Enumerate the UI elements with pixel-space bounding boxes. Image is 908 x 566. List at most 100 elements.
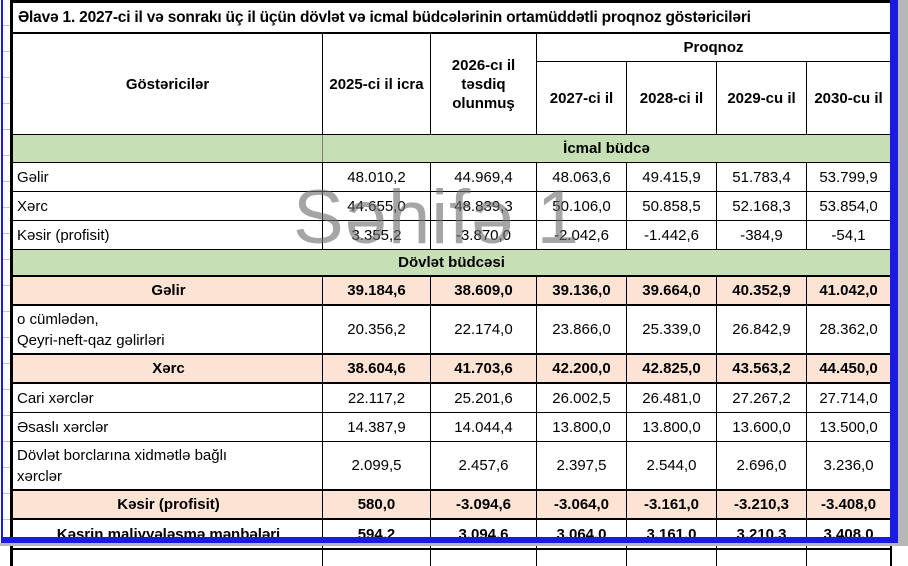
value-cell: -1.442,6 [626,220,717,250]
value-cell: 42.825,0 [626,353,717,384]
value-cell: 26.002,5 [536,382,627,413]
empty-cell [626,548,717,566]
value-cell: 2.696,0 [716,441,807,491]
row-label-line: Cari xərclər [17,389,94,407]
value-cell: 39.136,0 [536,275,627,306]
col-header-2029: 2029-cu il [716,61,807,135]
value-cell: 20.356,2 [322,304,431,355]
value-cell: 44.655,0 [322,191,431,221]
col-header-2027: 2027-ci il [536,61,627,135]
title-row: Əlavə 1. 2027-ci il və sonrakı üç il üçü… [11,2,892,34]
section-spacer [12,134,323,163]
value-cell: 27.267,2 [716,382,807,413]
row-label: Cari xərclər [12,382,323,413]
value-cell: 38.604,6 [322,353,431,384]
row-label-line: Gəlir [151,282,186,299]
value-cell: 44.969,4 [430,162,537,192]
empty-cell [12,548,323,566]
value-cell: 27.714,0 [805,382,892,413]
value-cell: 51.783,4 [716,162,807,192]
header-row-years: 2027-ci il 2028-ci il 2029-cu il 2030-cu… [13,61,892,135]
pagebreak-line-right [890,0,898,543]
row-label-line: o cümlədən, [17,310,99,328]
value-cell: 28.362,0 [805,304,892,355]
value-cell: -54,1 [805,220,892,250]
value-cell: 43.563,2 [716,353,807,384]
table-row: Gəlir 39.184,6 38.609,0 39.136,0 39.664,0 40.… [12,275,892,306]
value-cell: 25.339,0 [626,304,717,355]
value-cell: -2.042,6 [536,220,627,250]
value-cell: -3.870,0 [430,220,537,250]
empty-cell [430,548,537,566]
row-label: Xərc [12,353,323,384]
left-margin-gridlines [3,0,10,537]
value-cell: -3.064,0 [536,489,627,520]
value-cell: 42.200,0 [536,353,627,384]
value-cell: 23.866,0 [536,304,627,355]
pagebreak-line-left [1,0,3,543]
section-header: İcmal büdcə [321,134,892,163]
value-cell: 41.042,0 [805,275,892,306]
value-cell: 580,0 [322,489,431,520]
row-label: o cümlədən, Qeyri-neft-qaz gəlirləri [12,304,323,355]
empty-cell [322,548,431,566]
value-cell: 2.457,6 [430,441,537,491]
table-row: Kəsir (profisit) 3.355,2 -3.870,0 -2.042,6-… [12,220,892,250]
value-cell: 48.839,3 [430,191,537,221]
row-label: Kəsir (profisit) [12,489,323,520]
section-header: Dövlət büdcəsi [11,249,892,277]
value-cell: -3.161,0 [626,489,717,520]
row-label: Əsaslı xərclər [12,412,323,442]
table-row: Xərc 44.655,0 48.839,3 50.106,0 50.858,5 52.1… [12,191,892,221]
value-cell: 48.063,6 [536,162,627,192]
value-cell: 49.415,9 [626,162,717,192]
value-cell: 25.201,6 [430,382,537,413]
value-cell: 50.858,5 [626,191,717,221]
col-header-2030: 2030-cu il [805,61,892,135]
value-cell: 26.481,0 [626,382,717,413]
value-cell: 41.703,6 [430,353,537,384]
row-label-line: Kəsir (profisit) [17,226,110,244]
value-cell: 13.800,0 [626,412,717,442]
table-row: Gəlir 48.010,2 44.969,4 48.063,6 49.415,9 51.… [12,162,892,192]
table-title: Əlavə 1. 2027-ci il və sonrakı üç il üçü… [11,2,892,34]
budget-table: Əlavə 1. 2027-ci il və sonrakı üç il üçü… [11,2,892,566]
col-header-2028: 2028-ci il [626,61,717,135]
value-cell: -3.210,3 [716,489,807,520]
row-label: Xərc [12,191,323,221]
empty-cell [805,548,892,566]
col-header-2025: 2025-ci il icra [322,32,431,135]
value-cell: 22.174,0 [430,304,537,355]
row-label: Gəlir [12,275,323,306]
table-row: İcmal büdcə [12,134,892,163]
value-cell: 2.099,5 [322,441,431,491]
value-cell: 13.500,0 [805,412,892,442]
value-cell: 3.236,0 [805,441,892,491]
empty-cell [536,548,627,566]
outside-page-area-bottom [0,543,908,546]
value-cell: 13.800,0 [536,412,627,442]
empty-cell [716,548,807,566]
row-label-line: Xərc [152,360,185,377]
pagebreak-line-bottom [1,537,898,543]
col-header-indicators: Göstəricilər [12,32,323,135]
table-row: Kəsir (profisit) 580,0 -3.094,6 -3.064,0 -3.… [12,489,892,520]
value-cell: 52.168,3 [716,191,807,221]
value-cell: 2.397,5 [536,441,627,491]
table-row: Əsaslı xərclər 14.387,9 14.044,4 13.800,0 13… [12,412,892,442]
value-cell: 48.010,2 [322,162,431,192]
row-label: Gəlir [12,162,323,192]
outside-page-area-right [898,0,908,546]
value-cell: 44.450,0 [805,353,892,384]
value-cell: 14.387,9 [322,412,431,442]
value-cell: 53.799,9 [805,162,892,192]
row-label-line: Xərc [17,197,48,215]
header-row-group: Göstəricilər 2025-ci il icra 2026-cı il … [12,32,892,135]
budget-table-container: Əlavə 1. 2027-ci il və sonrakı üç il üçü… [10,0,892,566]
value-cell: 3.355,2 [322,220,431,250]
row-label-line: Gəlir [17,168,49,186]
value-cell: 2.544,0 [626,441,717,491]
value-cell: 26.842,9 [716,304,807,355]
row-label-line: Qeyri-neft-qaz gəlirləri [17,331,165,349]
